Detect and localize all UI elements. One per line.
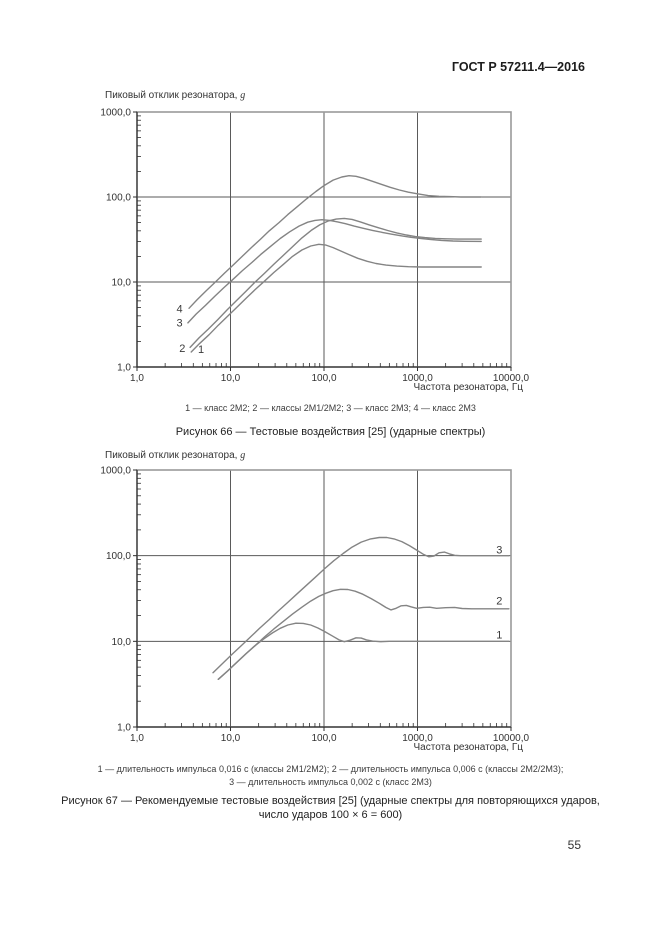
fig67-legend-line: 1 — длительность импульса 0,016 с (класс… bbox=[97, 764, 564, 774]
fig67-x-axis-title: Частота резонатора, Гц bbox=[413, 742, 524, 753]
x-tick-label: 10,0 bbox=[221, 373, 241, 384]
x-tick-label: 1,0 bbox=[130, 373, 144, 384]
fig67-y-axis-title-text: Пиковый отклик резонатора, bbox=[105, 450, 241, 461]
x-tick-label: 10000,0 bbox=[493, 733, 530, 744]
curve-1 bbox=[190, 243, 482, 353]
curve-1 bbox=[217, 622, 510, 680]
curve-label-1: 1 bbox=[198, 344, 204, 356]
curve-label-3: 3 bbox=[176, 317, 182, 329]
curve-2 bbox=[217, 588, 510, 680]
document-header: ГОСТ Р 57211.4—2016 bbox=[451, 60, 585, 74]
curve-4 bbox=[188, 175, 482, 309]
fig67-y-axis-unit: g bbox=[240, 450, 246, 461]
fig66-x-axis-title: Частота резонатора, Гц bbox=[413, 382, 524, 393]
fig67-legend-line: 3 — длительность импульса 0,002 с (класс… bbox=[229, 777, 432, 787]
y-tick-label: 1000,0 bbox=[100, 466, 131, 477]
x-tick-label: 1000,0 bbox=[402, 733, 433, 744]
y-tick-label: 100,0 bbox=[106, 193, 131, 204]
fig66-legend: 1 — класс 2М2; 2 — классы 2М1/2М2; 3 — к… bbox=[0, 402, 661, 415]
y-tick-label: 1,0 bbox=[117, 363, 131, 374]
fig66-caption: Рисунок 66 — Тестовые воздействия [25] (… bbox=[0, 425, 661, 439]
curve-label-2: 2 bbox=[496, 596, 502, 608]
x-tick-label: 10,0 bbox=[221, 733, 241, 744]
fig67-caption: Рисунок 67 — Рекомендуемые тестовые возд… bbox=[0, 794, 661, 822]
fig67-caption-line: число ударов 100 × 6 = 600) bbox=[258, 809, 403, 821]
curve-3 bbox=[187, 219, 482, 324]
y-tick-label: 1000,0 bbox=[100, 108, 131, 119]
curve-label-2: 2 bbox=[179, 343, 185, 355]
fig66-y-axis-title-text: Пиковый отклик резонатора, bbox=[105, 90, 241, 101]
figure-66-chart: 1,0 10,0 100,0 1000,0 10000,0 1000,0 100,0 10,0… bbox=[100, 108, 530, 385]
fig66-legend-line: 1 — класс 2М2; 2 — классы 2М1/2М2; 3 — к… bbox=[185, 403, 476, 413]
x-tick-label: 100,0 bbox=[311, 373, 336, 384]
y-tick-label: 10,0 bbox=[112, 278, 132, 289]
fig66-caption-line: Рисунок 66 — Тестовые воздействия [25] (… bbox=[175, 426, 486, 438]
x-tick-label: 10000,0 bbox=[493, 373, 530, 384]
y-tick-label: 10,0 bbox=[112, 637, 132, 648]
figure-67-chart: 1,0 10,0 100,0 1000,0 10000,0 1000,0 100,0 10,0… bbox=[100, 466, 530, 745]
fig66-y-axis-unit: g bbox=[240, 90, 246, 101]
curve-2 bbox=[189, 217, 482, 349]
x-tick-label: 1000,0 bbox=[402, 373, 433, 384]
curve-label-4: 4 bbox=[176, 304, 182, 316]
x-tick-label: 100,0 bbox=[311, 733, 336, 744]
x-tick-label: 1,0 bbox=[130, 733, 144, 744]
fig67-caption-line: Рисунок 67 — Рекомендуемые тестовые возд… bbox=[61, 795, 600, 807]
y-tick-label: 100,0 bbox=[106, 551, 131, 562]
fig67-y-axis-title: Пиковый отклик резонатора, g bbox=[105, 450, 245, 461]
y-tick-label: 1,0 bbox=[117, 723, 131, 734]
curve-label-1: 1 bbox=[496, 630, 502, 642]
curve-3 bbox=[212, 536, 510, 674]
fig67-legend: 1 — длительность импульса 0,016 с (класс… bbox=[0, 763, 661, 789]
page-number: 55 bbox=[567, 838, 581, 852]
fig66-y-axis-title: Пиковый отклик резонатора, g bbox=[105, 90, 245, 101]
curve-label-3: 3 bbox=[496, 545, 502, 557]
